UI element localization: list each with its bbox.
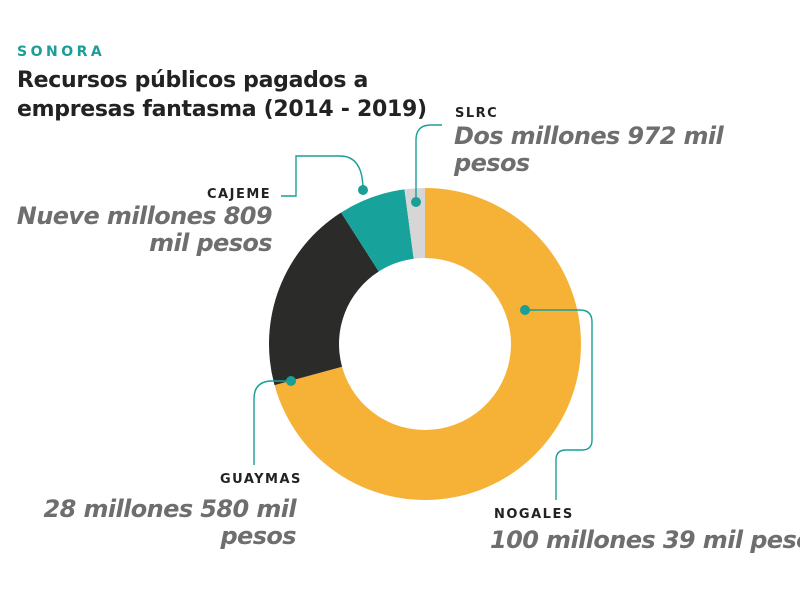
leader-line-nogales [525,309,593,500]
donut-slice-guaymas [269,212,379,386]
value-label-cajeme: Nueve millones 809 mil pesos [16,202,273,257]
leader-dot-nogales [520,305,530,315]
leader-line-guaymas [253,380,291,465]
value-label-slrc: Dos millones 972 mil pesos [454,122,724,177]
category-label-slrc: SLRC [455,106,499,121]
donut-slice-cajeme [341,189,414,272]
leader-line-slrc [415,124,442,202]
leader-line-cajeme [281,155,364,197]
leader-dot-cajeme [358,185,368,195]
leader-dot-guaymas [286,376,296,386]
donut-slice-nogales [274,188,582,500]
donut-slice-slrc [404,188,425,259]
category-label-guaymas: GUAYMAS [220,472,302,487]
category-label-nogales: NOGALES [494,507,574,522]
chart-title: Recursos públicos pagados a empresas fan… [17,68,427,122]
leader-dot-slrc [411,197,421,207]
value-label-guaymas: 28 millones 580 mil pesos [43,495,297,550]
category-label-cajeme: CAJEME [207,187,272,202]
value-label-nogales: 100 millones 39 mil pesos [490,526,800,554]
chart-kicker: SONORA [17,44,106,60]
